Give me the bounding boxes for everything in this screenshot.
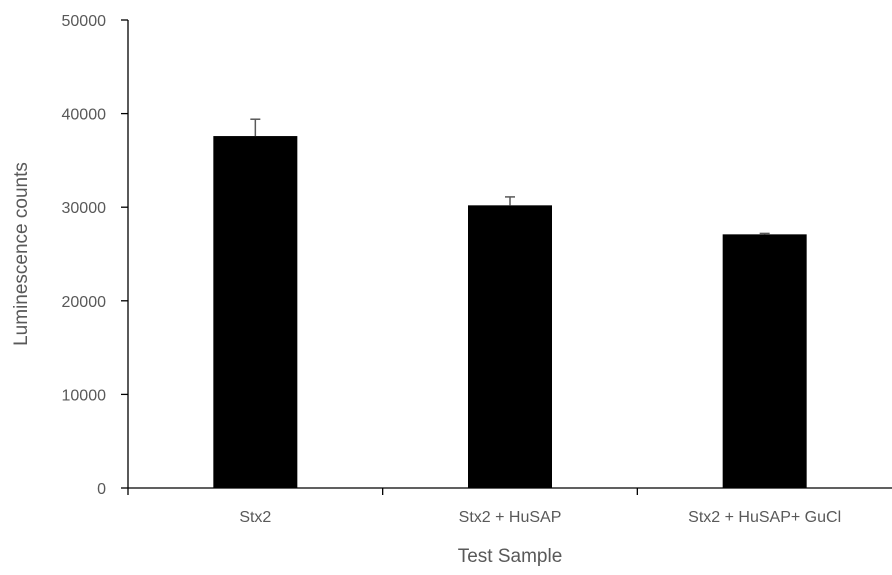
bar xyxy=(468,205,552,488)
y-tick-label: 30000 xyxy=(62,200,107,217)
y-tick-label: 0 xyxy=(97,481,106,498)
y-axis-title: Luminescence counts xyxy=(11,162,32,346)
x-axis-title: Test Sample xyxy=(458,546,563,567)
y-tick-label: 40000 xyxy=(62,107,107,124)
y-tick-label: 20000 xyxy=(62,294,107,311)
bar xyxy=(213,136,298,488)
x-tick-label: Stx2 + HuSAP xyxy=(459,509,562,526)
y-tick-label: 10000 xyxy=(62,387,107,404)
bars-layer xyxy=(213,136,807,488)
x-tick-label: Stx2 + HuSAP+ GuCl xyxy=(688,509,841,526)
y-tick-label: 50000 xyxy=(62,13,107,30)
x-tick-label: Stx2 xyxy=(239,509,271,526)
y-axis-ticks: 0 10000 20000 30000 40000 50000 xyxy=(62,13,128,498)
error-bars-layer xyxy=(250,118,770,235)
bar xyxy=(722,234,807,488)
x-axis-ticks xyxy=(127,488,638,495)
x-axis-tick-labels: Stx2 Stx2 + HuSAP Stx2 + HuSAP+ GuCl xyxy=(239,509,841,526)
